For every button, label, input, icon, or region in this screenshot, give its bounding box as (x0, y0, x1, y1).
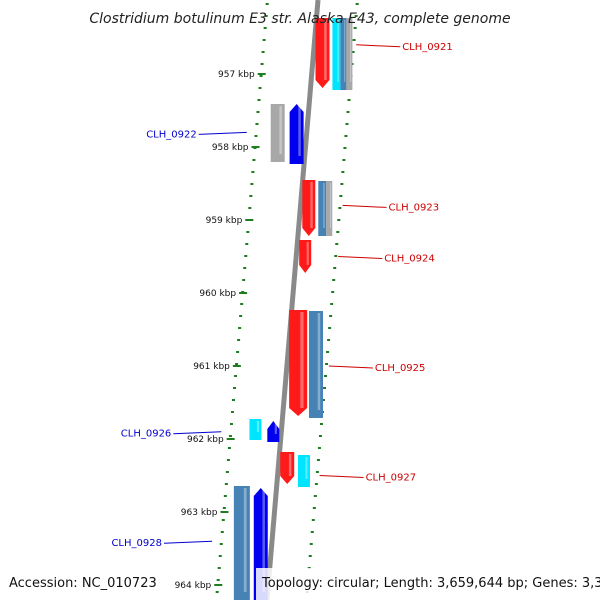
gene-leader-line (356, 44, 401, 48)
kbp-label: 960 kbp (199, 289, 236, 299)
gene-feature-block[interactable] (326, 181, 333, 236)
kbp-label: 958 kbp (212, 143, 249, 153)
gene-label[interactable]: CLH_0925 (375, 363, 426, 374)
gene-leader-line (198, 131, 247, 135)
gene-feature-block[interactable] (289, 310, 308, 416)
feature-shine (305, 457, 308, 479)
gene-feature-block[interactable] (318, 181, 327, 236)
footer-topology-backdrop (256, 568, 600, 600)
feature-shine (298, 106, 301, 156)
gene-labels[interactable]: CLH_0921 CLH_0922 CLH_0923 CLH_0924 CLH_0925… (111, 42, 452, 549)
gene-feature-block[interactable] (280, 452, 295, 484)
gene-feature-block[interactable] (299, 240, 312, 273)
genome-backbone (264, 0, 321, 601)
gene-feature-block[interactable] (309, 311, 324, 418)
feature-shine (288, 454, 292, 476)
gene-leader-line (338, 256, 383, 259)
gene-leader-line (319, 475, 364, 478)
gene-leader-line (342, 204, 387, 208)
gene-label[interactable]: CLH_0924 (384, 254, 435, 265)
gene-feature-block[interactable] (315, 18, 330, 88)
gene-feature-block[interactable] (346, 18, 353, 90)
feature-shine (329, 183, 332, 228)
feature-shine (310, 182, 313, 228)
gene-feature-block[interactable] (340, 18, 347, 90)
kbp-label: 959 kbp (206, 216, 243, 226)
gene-feature-block[interactable] (289, 104, 304, 164)
gene-feature-block[interactable] (332, 18, 341, 90)
feature-shine (323, 183, 325, 228)
gene-label[interactable]: CLH_0927 (366, 473, 417, 484)
gene-feature-block[interactable] (249, 419, 262, 440)
kbp-label: 957 kbp (218, 70, 255, 80)
gene-feature-block[interactable] (233, 486, 250, 600)
feature-shine (256, 421, 260, 432)
gene-leader-line (163, 540, 213, 544)
kbp-label: 962 kbp (187, 435, 224, 445)
gene-label[interactable]: CLH_0923 (389, 202, 440, 213)
feature-shine (306, 242, 309, 265)
gene-feature-block[interactable] (302, 180, 316, 236)
feature-shine (274, 423, 277, 434)
gene-leader-line (173, 431, 222, 435)
feature-blocks (233, 18, 353, 600)
kbp-label: 961 kbp (193, 362, 230, 372)
feature-shine (300, 312, 304, 408)
feature-shine (324, 20, 327, 80)
feature-shine (337, 20, 339, 82)
kbp-scale: 957 kbp 958 kbp 959 kbp 960 kbp 961 kbp 962 k… (175, 70, 266, 591)
feature-shine (279, 106, 282, 154)
accession-text: Accession: NC_010723 (9, 576, 157, 591)
gene-leader-line (328, 365, 373, 369)
kbp-label: 963 kbp (181, 508, 218, 518)
gene-label[interactable]: CLH_0922 (146, 129, 197, 140)
gene-label[interactable]: CLH_0926 (121, 429, 172, 440)
feature-shine (317, 313, 321, 410)
gene-feature-block[interactable] (267, 421, 280, 442)
feature-shine (350, 20, 352, 82)
feature-shine (262, 490, 265, 592)
gene-feature-block[interactable] (270, 104, 285, 162)
feature-shine (243, 488, 247, 592)
gene-feature-block[interactable] (297, 455, 310, 487)
kbp-label: 964 kbp (175, 581, 212, 591)
map-title: Clostridium botulinum E3 str. Alaska E43… (89, 11, 510, 27)
gene-label[interactable]: CLH_0928 (111, 538, 162, 549)
feature-shine (344, 20, 346, 82)
topology-text: Topology: circular; Length: 3,659,644 bp… (261, 576, 600, 591)
gene-label[interactable]: CLH_0921 (402, 42, 453, 53)
